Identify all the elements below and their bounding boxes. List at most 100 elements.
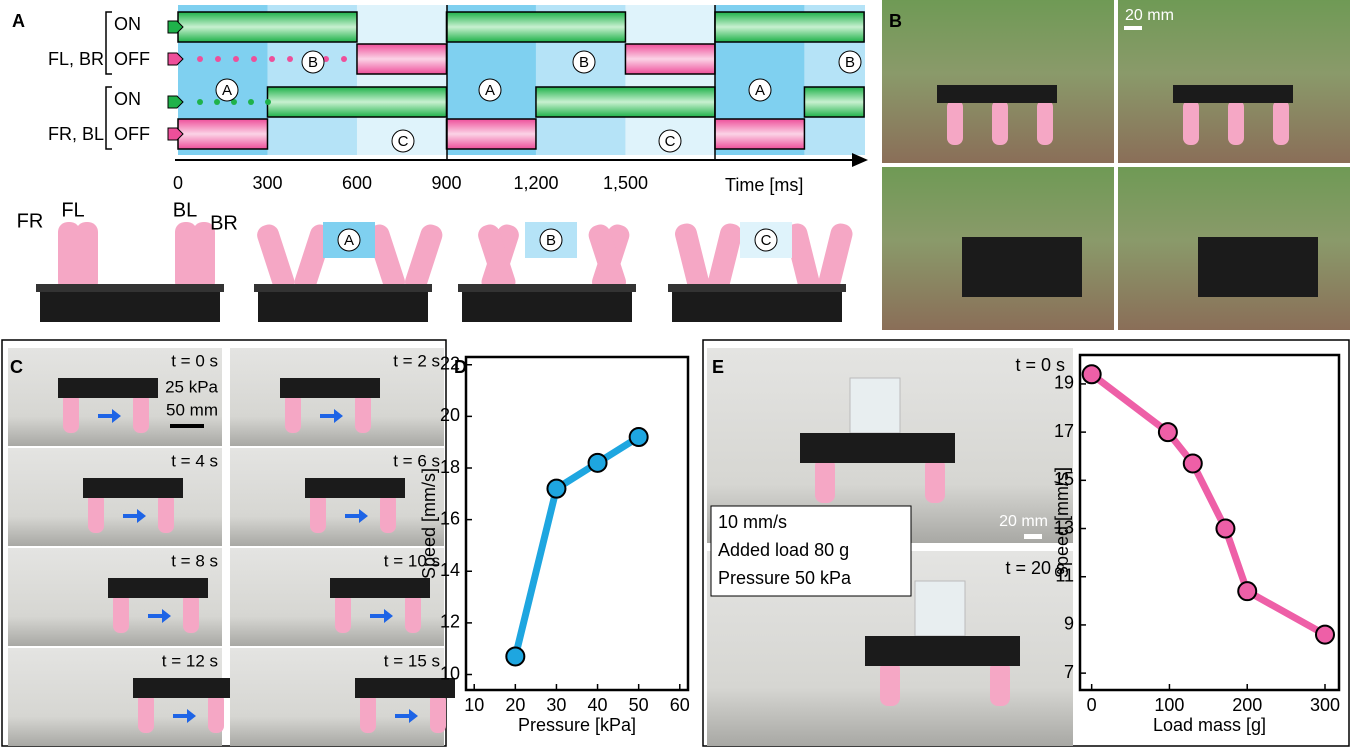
note: Added load 80 g xyxy=(718,540,849,560)
x-tick-label: 30 xyxy=(546,695,566,715)
state-label: OFF xyxy=(114,124,150,144)
body xyxy=(800,433,955,463)
y-axis-label: Speed [mm/s] xyxy=(419,468,439,579)
y-tick-label: 7 xyxy=(1064,662,1074,682)
leg xyxy=(990,661,1010,706)
x-axis-label: Pressure [kPa] xyxy=(518,715,636,735)
phase-label: B xyxy=(579,54,589,71)
scale-label: 20 mm xyxy=(999,513,1048,530)
body xyxy=(280,378,380,398)
x-axis-label: Load mass [g] xyxy=(1153,715,1266,735)
body-top xyxy=(668,284,846,292)
body xyxy=(58,378,158,398)
pressure-label: 25 kPa xyxy=(165,377,218,396)
data-point xyxy=(589,454,607,472)
panel-letter: E xyxy=(712,357,724,377)
body xyxy=(937,85,1057,103)
time-label: t = 0 s xyxy=(171,351,218,370)
leg xyxy=(1183,100,1199,145)
on-bar xyxy=(178,12,357,42)
leg xyxy=(335,593,351,633)
data-point xyxy=(1216,520,1234,538)
x-tick-label: 60 xyxy=(670,695,690,715)
body xyxy=(83,478,183,498)
leg xyxy=(673,221,711,294)
phase-label: A xyxy=(222,82,232,99)
time-tick-label: 1,200 xyxy=(513,173,558,193)
leg xyxy=(310,493,326,533)
off-bar xyxy=(446,119,535,149)
dot xyxy=(265,99,271,105)
dot xyxy=(197,56,203,62)
y-tick-label: 12 xyxy=(440,612,460,632)
time-label: t = 8 s xyxy=(171,551,218,570)
phase-label: C xyxy=(761,232,772,249)
on-bar xyxy=(446,12,625,42)
y-tick-label: 14 xyxy=(440,560,460,580)
leg xyxy=(380,493,396,533)
dot xyxy=(251,56,257,62)
phase-label: B xyxy=(308,54,318,71)
time-tick-label: 900 xyxy=(431,173,461,193)
data-point xyxy=(547,480,565,498)
panel-letter: B xyxy=(889,11,902,31)
leg xyxy=(208,693,224,733)
data-point xyxy=(506,647,524,665)
leg xyxy=(113,593,129,633)
time-tick-label: 600 xyxy=(342,173,372,193)
body xyxy=(1173,85,1293,103)
time-label: t = 4 s xyxy=(171,451,218,470)
off-bar xyxy=(625,44,714,74)
group-label: FR, BL xyxy=(48,124,104,144)
group-label: FL, BR xyxy=(48,49,104,69)
leg-label: FR xyxy=(17,210,44,232)
off-bar xyxy=(715,119,804,149)
data-point xyxy=(1238,582,1256,600)
leg xyxy=(430,693,446,733)
body xyxy=(1198,237,1318,297)
body xyxy=(40,290,220,322)
dot xyxy=(269,56,275,62)
x-tick-label: 100 xyxy=(1154,695,1184,715)
y-tick-label: 20 xyxy=(440,405,460,425)
cup xyxy=(915,581,965,636)
y-tick-label: 9 xyxy=(1064,614,1074,634)
x-tick-label: 50 xyxy=(629,695,649,715)
plot-frame xyxy=(1080,355,1339,690)
axis-arrow xyxy=(852,153,868,167)
x-tick-label: 300 xyxy=(1310,695,1340,715)
leg xyxy=(360,693,376,733)
robot xyxy=(36,222,224,322)
phase-label: B xyxy=(546,232,556,249)
leg xyxy=(355,393,371,433)
state-label: ON xyxy=(114,14,141,34)
time-axis-label: Time [ms] xyxy=(725,175,803,195)
y-tick-label: 22 xyxy=(440,353,460,373)
leg xyxy=(1228,100,1244,145)
body xyxy=(865,636,1020,666)
leg xyxy=(183,593,199,633)
body xyxy=(672,290,842,322)
data-point xyxy=(1159,423,1177,441)
y-tick-label: 18 xyxy=(440,457,460,477)
body xyxy=(258,290,428,322)
leg xyxy=(1037,100,1053,145)
data-point xyxy=(1316,626,1334,644)
scale-label: 20 mm xyxy=(1125,7,1174,24)
phase-label: C xyxy=(665,133,676,150)
time-label: t = 2 s xyxy=(393,351,440,370)
leg xyxy=(880,661,900,706)
body xyxy=(962,237,1082,297)
body xyxy=(330,578,430,598)
plot-frame xyxy=(466,357,688,690)
y-tick-label: 16 xyxy=(440,508,460,528)
body xyxy=(133,678,233,698)
bracket xyxy=(106,87,112,149)
off-bar xyxy=(357,44,446,74)
y-tick-label: 19 xyxy=(1054,373,1074,393)
dot xyxy=(215,56,221,62)
leg xyxy=(133,393,149,433)
figure: FL, BRONOFFFR, BLONOFFABABABCC0300600900… xyxy=(0,0,1351,748)
leg xyxy=(63,393,79,433)
leg-label: BL xyxy=(173,199,197,221)
